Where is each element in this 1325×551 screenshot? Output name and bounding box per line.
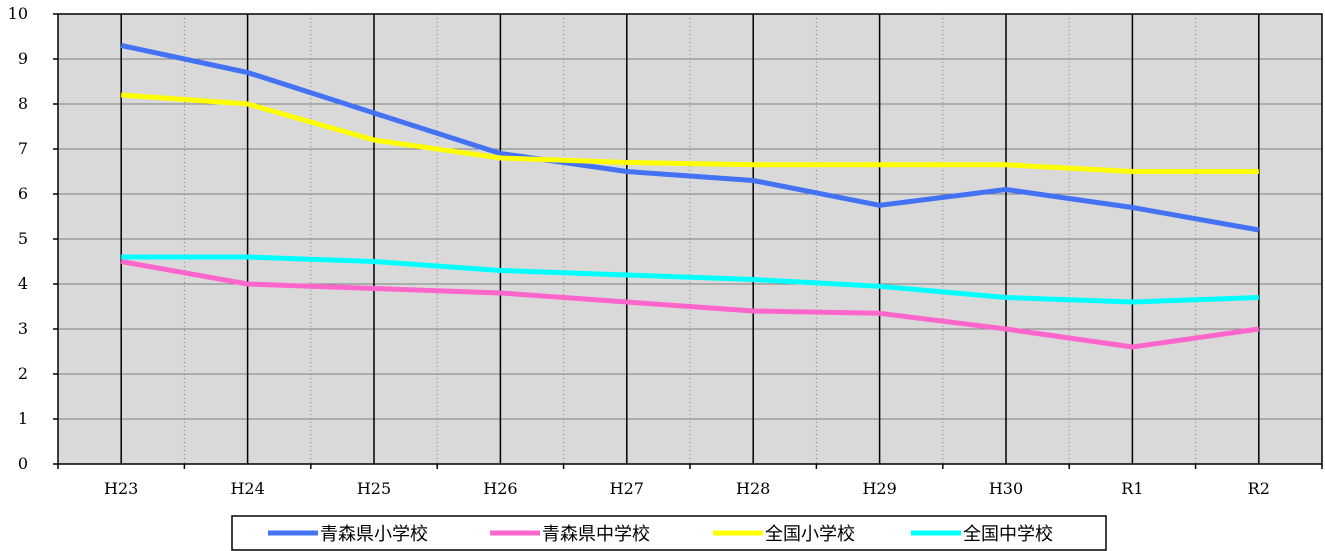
series-line bbox=[120, 43, 1260, 233]
x-tick-label: H24 bbox=[230, 479, 264, 498]
x-axis: H23 H24 H25 H26 H27 H28 H29 H30 R1 R2 bbox=[57, 464, 1323, 498]
series-line bbox=[121, 254, 1259, 305]
y-tick-label: 1 bbox=[18, 409, 28, 428]
series-lines bbox=[120, 43, 1260, 350]
legend: 青森県小学校 青森県中学校 全国小学校 全国中学校 bbox=[231, 515, 1107, 551]
x-tick-label: R1 bbox=[1121, 479, 1143, 498]
plot-area bbox=[57, 13, 1323, 465]
y-tick-label: 4 bbox=[18, 274, 28, 293]
y-tick-label: 3 bbox=[18, 319, 28, 338]
x-tick-label: H29 bbox=[862, 479, 896, 498]
y-tick-label: 9 bbox=[18, 49, 28, 68]
x-tick-label: H28 bbox=[736, 479, 770, 498]
y-tick-label: 2 bbox=[18, 364, 28, 383]
legend-label: 全国小学校 bbox=[765, 524, 855, 545]
y-axis: 0 1 2 3 4 5 6 7 8 9 10 bbox=[8, 4, 58, 473]
legend-label: 青森県中学校 bbox=[542, 524, 650, 545]
x-tick-label: H25 bbox=[357, 479, 391, 498]
legend-label: 青森県小学校 bbox=[320, 524, 428, 545]
y-tick-label: 10 bbox=[8, 4, 28, 23]
x-tick-label: H30 bbox=[989, 479, 1023, 498]
y-tick-label: 5 bbox=[18, 229, 28, 248]
series-line bbox=[121, 92, 1259, 174]
x-tick-label: R2 bbox=[1248, 479, 1270, 498]
y-tick-label: 0 bbox=[18, 454, 28, 473]
legend-label: 全国中学校 bbox=[963, 524, 1053, 545]
y-tick-label: 8 bbox=[18, 94, 28, 113]
y-tick-label: 6 bbox=[18, 184, 28, 203]
x-tick-label: H27 bbox=[610, 479, 644, 498]
x-tick-label: H23 bbox=[104, 479, 138, 498]
series-line bbox=[120, 259, 1260, 350]
y-tick-label: 7 bbox=[18, 139, 28, 158]
x-tick-label: H26 bbox=[483, 479, 517, 498]
